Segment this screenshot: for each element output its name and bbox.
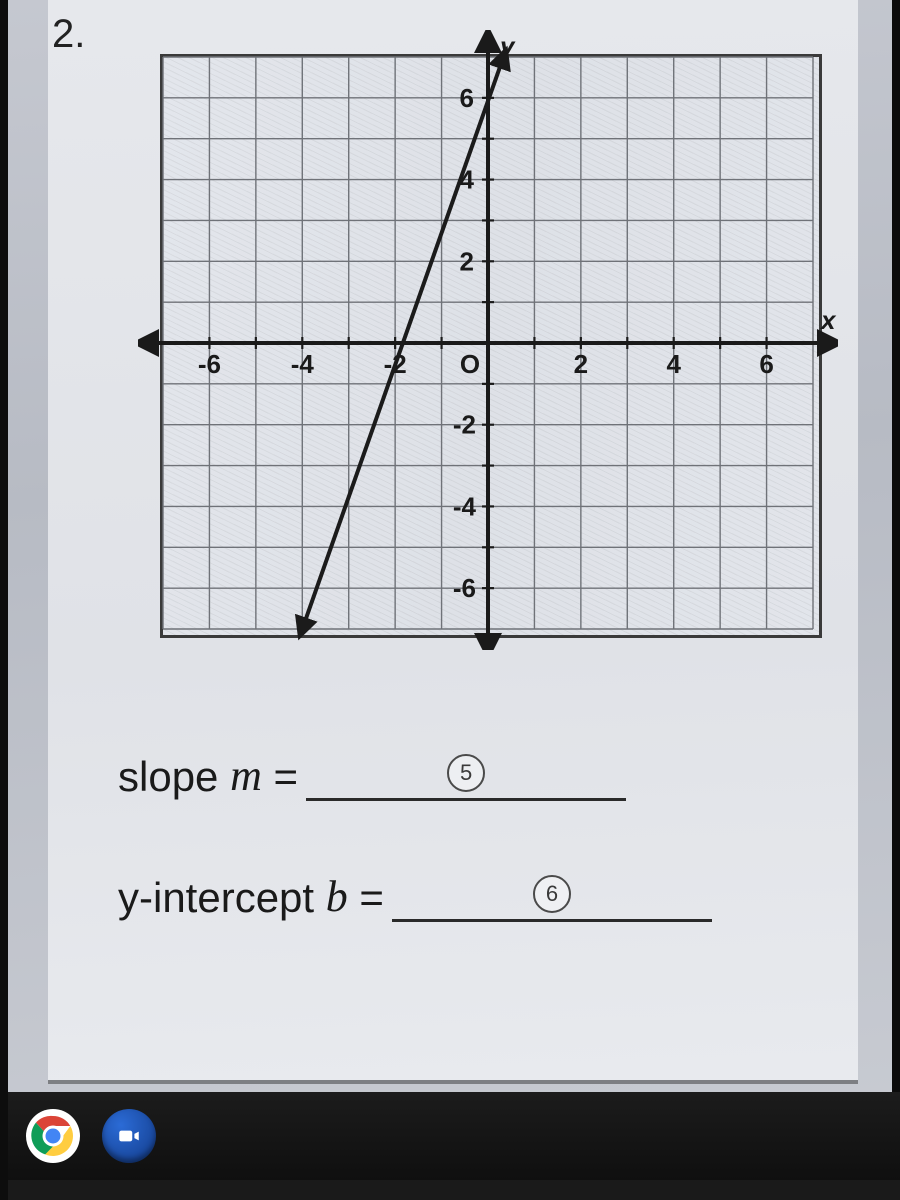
video-icon[interactable] xyxy=(102,1109,156,1163)
yint-badge[interactable]: 6 xyxy=(533,875,571,913)
bezel-left xyxy=(0,0,8,1200)
svg-text:-4: -4 xyxy=(453,491,477,521)
svg-text:y: y xyxy=(498,31,516,61)
svg-text:O: O xyxy=(460,349,480,379)
svg-text:x: x xyxy=(819,305,837,335)
answer-section: slope m = 5 y-intercept b = 6 xyxy=(118,750,818,992)
yint-variable: b xyxy=(326,871,348,922)
svg-text:6: 6 xyxy=(759,349,773,379)
question-number: 2. xyxy=(52,12,85,57)
coordinate-graph: -6-4-2O246246-2-4-6xy xyxy=(138,30,838,650)
yint-label-prefix: y-intercept xyxy=(118,874,326,922)
chrome-icon[interactable] xyxy=(26,1109,80,1163)
slope-label-prefix: slope xyxy=(118,753,230,801)
svg-text:-6: -6 xyxy=(453,573,476,603)
worksheet-page: 2. -6-4-2O246246-2-4-6xy xyxy=(48,0,858,1084)
graph-svg: -6-4-2O246246-2-4-6xy xyxy=(138,30,838,650)
svg-text:4: 4 xyxy=(666,349,681,379)
yintercept-row: y-intercept b = 6 xyxy=(118,871,818,922)
taskbar xyxy=(8,1092,900,1180)
svg-text:-4: -4 xyxy=(291,349,315,379)
svg-text:6: 6 xyxy=(460,83,474,113)
slope-label-suffix: = xyxy=(262,753,298,801)
svg-text:2: 2 xyxy=(574,349,588,379)
slope-row: slope m = 5 xyxy=(118,750,818,801)
svg-text:-6: -6 xyxy=(198,349,221,379)
svg-text:-2: -2 xyxy=(453,410,476,440)
yint-blank[interactable]: 6 xyxy=(392,879,712,922)
monitor-screen: 2. -6-4-2O246246-2-4-6xy xyxy=(8,0,900,1180)
svg-text:2: 2 xyxy=(460,246,474,276)
slope-blank[interactable]: 5 xyxy=(306,758,626,801)
slope-variable: m xyxy=(230,750,262,801)
yint-label-suffix: = xyxy=(348,874,384,922)
slope-badge[interactable]: 5 xyxy=(447,754,485,792)
